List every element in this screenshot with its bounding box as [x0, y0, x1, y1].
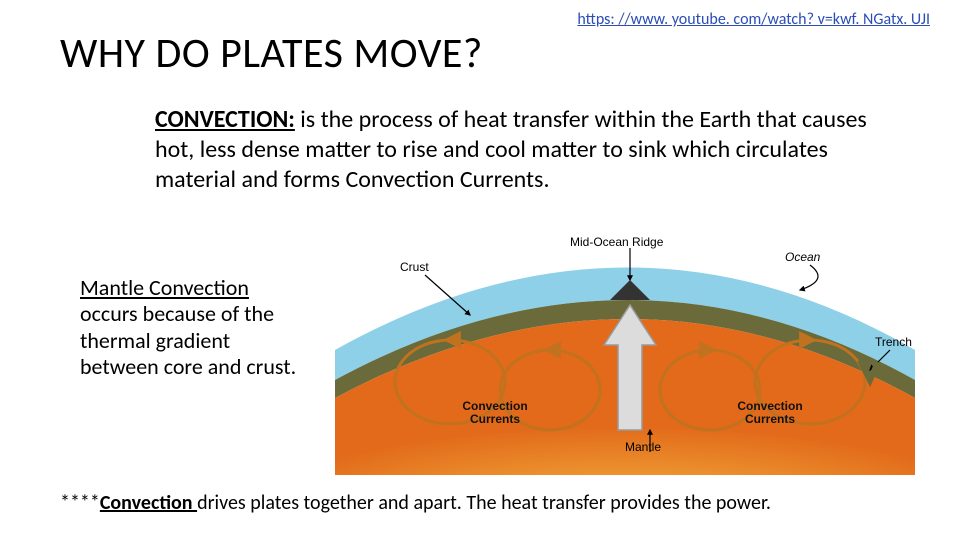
label-mantle: Mantle — [625, 440, 661, 454]
bottom-term: Convection — [100, 491, 197, 515]
label-convection-right: Convection Currents — [735, 400, 805, 426]
label-mid-ocean-ridge: Mid-Ocean Ridge — [570, 235, 663, 249]
page-title: WHY DO PLATES MOVE? — [60, 28, 483, 79]
bottom-prefix: **** — [60, 491, 100, 515]
convection-diagram: Crust Mid-Ocean Ridge Ocean Trench Mantl… — [330, 230, 920, 475]
definition-term: CONVECTION: — [155, 105, 295, 134]
mantle-note: Mantle Convection occurs because of the … — [80, 275, 300, 381]
label-crust: Crust — [400, 260, 429, 274]
label-trench: Trench — [875, 335, 912, 349]
bottom-note: ****Convection drives plates together an… — [60, 491, 930, 515]
label-ocean: Ocean — [785, 250, 820, 264]
mantle-heading: Mantle Convection — [80, 274, 249, 301]
bottom-rest: drives plates together and apart. The he… — [197, 491, 771, 515]
youtube-link[interactable]: https: //www. youtube. com/watch? v=kwf.… — [577, 10, 930, 29]
mantle-body: occurs because of the thermal gradient b… — [80, 300, 296, 380]
label-convection-left: Convection Currents — [460, 400, 530, 426]
definition-text: CONVECTION: is the process of heat trans… — [155, 105, 895, 195]
